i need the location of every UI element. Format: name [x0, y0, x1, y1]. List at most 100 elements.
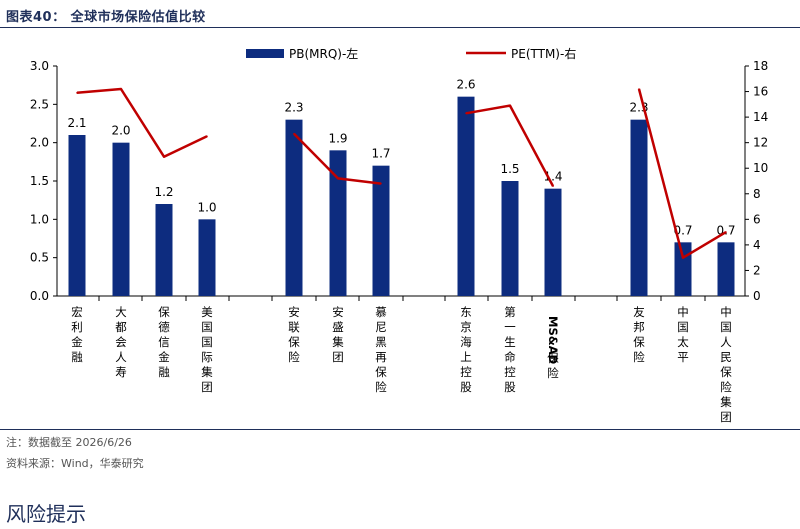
bar-value-label: 0.7: [673, 223, 692, 237]
pe-point-0: [76, 92, 78, 94]
category-label-char: 寿: [115, 365, 127, 379]
category-label-char: 都: [115, 320, 127, 334]
bar-10: [630, 119, 648, 297]
right-tick-label: 8: [753, 187, 761, 201]
bar-0: [68, 135, 86, 296]
bar-value-label: 1.7: [371, 147, 390, 161]
date-note: 注：数据截至 2026/6/26: [6, 436, 132, 449]
category-label-char: 融: [158, 365, 170, 379]
category-label-char: 国: [677, 320, 689, 334]
category-label-char: 险: [288, 350, 300, 364]
pe-point-3: [206, 135, 208, 138]
bar-6: [372, 165, 390, 296]
category-label-char: 金: [71, 335, 83, 349]
category-label-char: 第: [504, 305, 516, 319]
left-tick-label: 3.0: [30, 59, 49, 73]
category-label-char: 会: [115, 335, 127, 349]
category-label-char: 命: [504, 350, 516, 364]
category-label-char: 利: [71, 320, 83, 334]
pe-point-6: [380, 182, 382, 185]
category-label-char: 控: [460, 365, 472, 379]
bar-8: [501, 181, 519, 296]
category-label-char: 险: [720, 380, 732, 394]
notes-rule: [0, 429, 800, 430]
left-tick-label: 0.5: [30, 251, 49, 265]
chart: 0.0 0.5 1.0 1.5 2.0 2.5 3.0 0 2 4 6 8 10 12 14 16 18 2.1 2…: [30, 46, 768, 424]
section-heading: 风险提示: [6, 502, 86, 526]
category-label-char: 美: [201, 305, 213, 319]
bar-3: [198, 219, 216, 296]
bar-12: [717, 242, 735, 296]
category-label-char: 友: [633, 305, 645, 319]
bar-1: [112, 142, 130, 296]
category-label-char: 安: [332, 305, 344, 319]
right-tick-label: 0: [753, 289, 761, 303]
category-label-char: 安: [288, 305, 300, 319]
category-label-char: 保: [158, 305, 170, 319]
category-label-char: 保: [720, 365, 732, 379]
category-label-char: 宏: [71, 305, 83, 319]
category-label-char: 团: [201, 380, 213, 394]
category-label-char: 人: [115, 350, 127, 364]
category-label-char: 集: [332, 335, 344, 349]
title-rule: [0, 27, 800, 28]
category-label-char: 东: [460, 305, 472, 319]
category-label-char: 保: [633, 335, 645, 349]
pe-point-7: [465, 112, 467, 115]
category-label-char: 保: [288, 335, 300, 349]
pe-point-10: [638, 88, 640, 90]
left-tick-label: 1.5: [30, 174, 49, 188]
right-tick-label: 12: [753, 136, 768, 150]
category-label-char: 人: [720, 335, 732, 349]
category-label-char: 太: [677, 335, 689, 349]
bar-2: [155, 204, 173, 296]
category-label-char: 融: [71, 350, 83, 364]
right-tick-label: 6: [753, 212, 761, 226]
bar-value-label: 2.6: [456, 78, 475, 92]
category-label-latin: MS&AD: [546, 316, 560, 364]
pe-point-12: [725, 231, 727, 233]
left-tick-label: 2.5: [30, 97, 49, 111]
category-label-char: 海: [460, 335, 472, 349]
category-label-char: 邦: [633, 320, 645, 334]
category-label-char: 保: [375, 365, 387, 379]
category-label-char: 德: [158, 320, 170, 334]
category-label-char: 保: [547, 351, 559, 365]
right-tick-label: 16: [753, 85, 768, 99]
bar-9: [544, 188, 562, 296]
category-label-char: 慕: [375, 305, 387, 319]
left-tick-label: 1.0: [30, 212, 49, 226]
source-note: 资料来源：Wind，华泰研究: [6, 457, 144, 470]
legend-line-label: PE(TTM)-右: [511, 46, 576, 61]
pe-point-8: [509, 104, 511, 107]
category-label-char: 国: [201, 335, 213, 349]
pe-point-5: [337, 177, 339, 180]
category-label-char: 盛: [332, 320, 344, 334]
category-label-char: 集: [201, 365, 213, 379]
category-label-char: 一: [504, 320, 516, 334]
bar-value-label: 1.4: [543, 170, 562, 184]
bar-value-label: 1.2: [154, 185, 173, 199]
category-label-char: 股: [460, 380, 472, 394]
category-label-char: 京: [460, 320, 472, 334]
left-tick-label: 0.0: [30, 289, 49, 303]
bar-value-label: 2.1: [67, 116, 86, 130]
bar-value-label: 1.0: [197, 200, 216, 214]
category-label-char: 国: [201, 320, 213, 334]
category-label-char: 再: [375, 350, 387, 364]
pe-line-group-0: [76, 87, 208, 158]
pe-point-2: [163, 155, 165, 158]
right-tick-label: 10: [753, 161, 768, 175]
category-label-char: 金: [158, 350, 170, 364]
category-label-char: 险: [375, 380, 387, 394]
category-label-char: 尼: [375, 320, 387, 334]
category-label-char: 信: [158, 335, 170, 349]
figure-title: 图表40： 全球市场保险估值比较: [6, 10, 206, 25]
right-tick-label: 14: [753, 110, 768, 124]
category-label-char: 大: [115, 305, 127, 319]
category-label-char: 险: [547, 366, 559, 380]
left-tick-label: 2.0: [30, 136, 49, 150]
bar-5: [329, 150, 347, 296]
bar-value-label: 2.0: [111, 124, 130, 138]
category-label-char: 控: [504, 365, 516, 379]
